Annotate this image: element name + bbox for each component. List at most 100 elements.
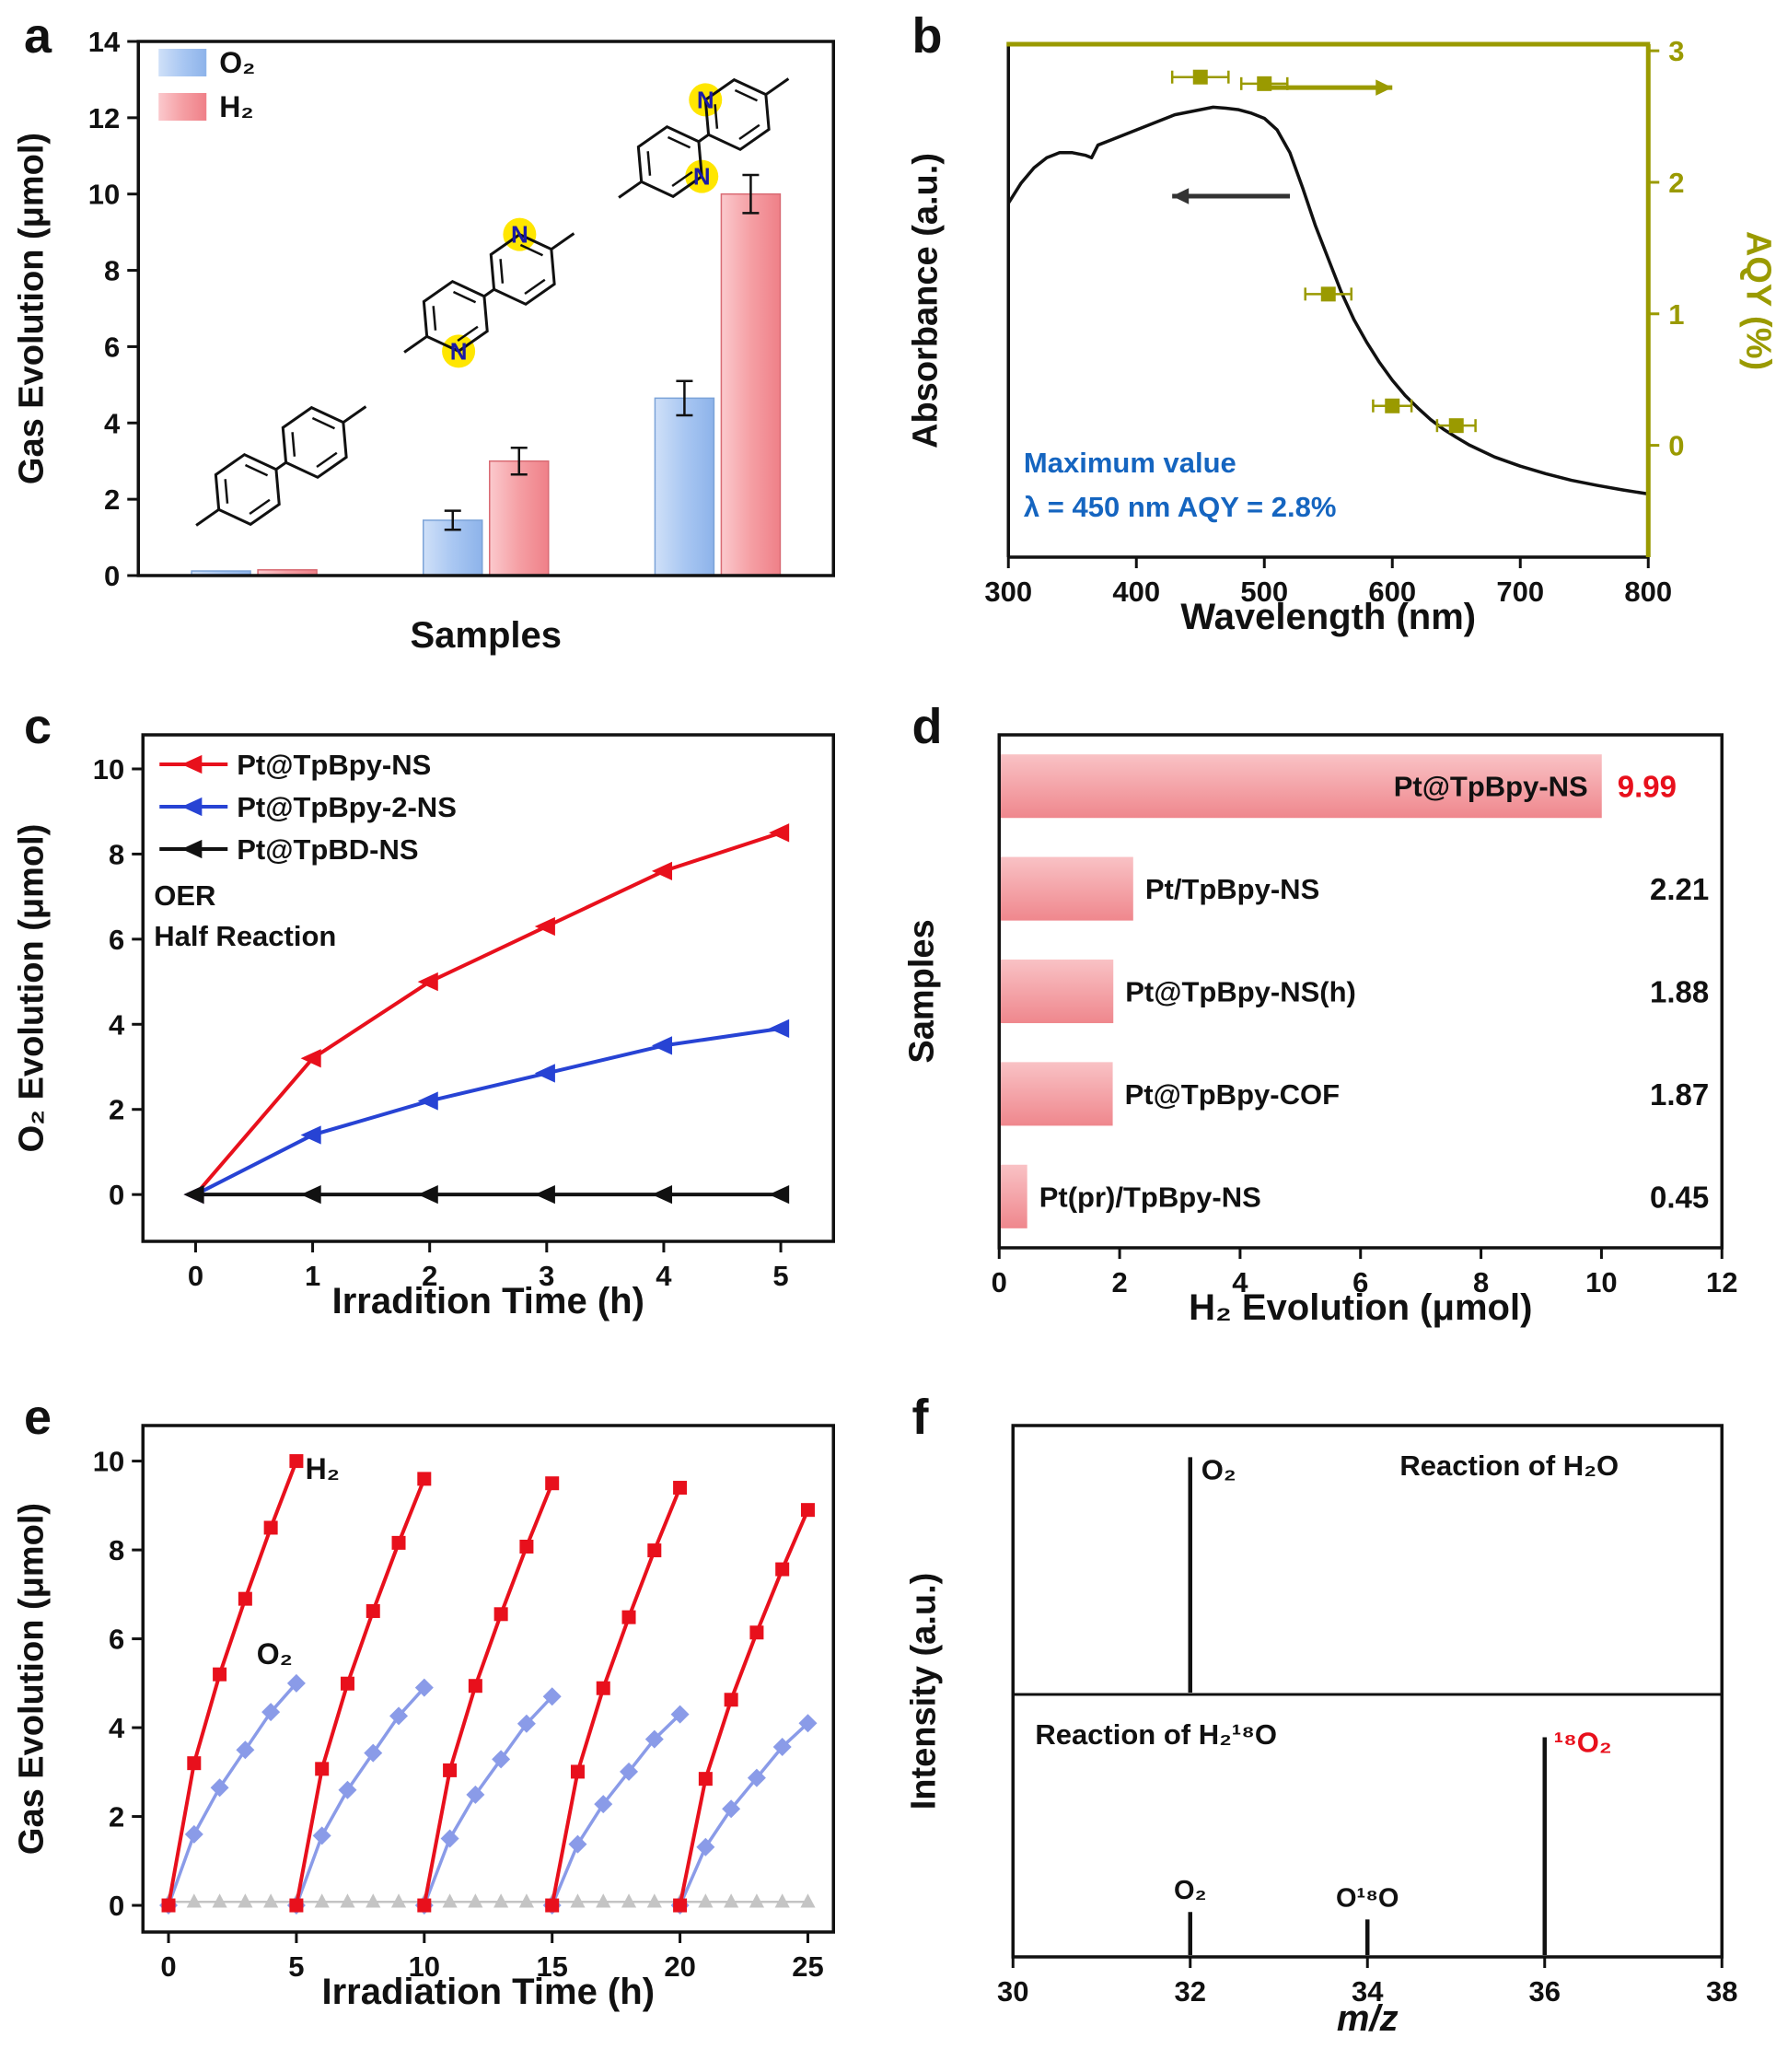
panel-b-chart: 300 400 500 600 700 800 0 1 2 3 Wavelength (nm) Abs… xyxy=(906,35,1776,637)
panel-a: a N N N N 0 2 4 6 8 10 12 14 Samples Gas Evolution (μ… xyxy=(0,0,888,691)
svg-text:500: 500 xyxy=(1240,576,1288,608)
svg-text:1.87: 1.87 xyxy=(1650,1077,1709,1112)
svg-text:8: 8 xyxy=(109,838,124,870)
svg-text:H₂: H₂ xyxy=(219,90,253,123)
svg-text:Pt@TpBD-NS: Pt@TpBD-NS xyxy=(237,833,418,866)
h2-series xyxy=(161,1454,815,1913)
svg-text:4: 4 xyxy=(109,1008,125,1041)
svg-text:AQY (%): AQY (%) xyxy=(1738,231,1776,370)
svg-text:Gas Evolution (μmol): Gas Evolution (μmol) xyxy=(12,1503,51,1855)
svg-text:0: 0 xyxy=(104,560,120,592)
panel-f-chart: 30 32 34 36 38 O₂ Reaction of H₂O O₂ O¹⁸O ¹⁸O₂ Rea… xyxy=(904,1424,1737,2039)
svg-text:O₂: O₂ xyxy=(257,1637,293,1670)
chemical-structures: N N N N xyxy=(195,77,790,527)
baseline-series xyxy=(160,1893,816,1908)
svg-text:λ = 450 nm AQY = 2.8%: λ = 450 nm AQY = 2.8% xyxy=(1023,491,1335,523)
svg-text:N: N xyxy=(697,86,714,113)
svg-text:Reaction of H₂O: Reaction of H₂O xyxy=(1399,1449,1619,1482)
panel-d-plot: Pt@TpBpy-NS 9.99 Pt/TpBpy-NS 2.21 Pt@TpBpy-N… xyxy=(902,733,1737,1328)
panel-a-chart: N N N N 0 2 4 6 8 10 12 14 Samples Gas Evolution (μmo… xyxy=(12,26,835,656)
panel-e-label: e xyxy=(24,1390,52,1445)
bars-O₂ xyxy=(191,379,715,576)
svg-text:400: 400 xyxy=(1112,576,1160,608)
svg-text:15: 15 xyxy=(536,1950,567,1983)
svg-text:2: 2 xyxy=(109,1094,124,1126)
svg-text:Gas Evolution (μmol): Gas Evolution (μmol) xyxy=(12,133,51,484)
svg-text:2: 2 xyxy=(109,1801,124,1833)
aqy-points xyxy=(1170,69,1477,434)
panel-f-label: f xyxy=(911,1390,929,1445)
svg-text:Wavelength (nm): Wavelength (nm) xyxy=(1180,597,1476,637)
svg-text:Pt@TpBpy-NS: Pt@TpBpy-NS xyxy=(237,749,431,781)
panel-c: c 0 1 2 3 4 5 0 2 4 6 8 10 Irradition Time (h) O₂ Evo… xyxy=(0,691,888,1381)
svg-text:Pt@TpBpy-NS(h): Pt@TpBpy-NS(h) xyxy=(1125,976,1356,1008)
svg-text:O¹⁸O: O¹⁸O xyxy=(1336,1883,1399,1913)
svg-text:20: 20 xyxy=(664,1950,695,1983)
svg-text:3: 3 xyxy=(1668,35,1684,67)
svg-text:Pt@TpBpy-2-NS: Pt@TpBpy-2-NS xyxy=(237,791,457,823)
svg-text:Samples: Samples xyxy=(410,615,562,656)
svg-text:Reaction of H₂¹⁸O: Reaction of H₂¹⁸O xyxy=(1035,1718,1277,1751)
svg-text:Intensity (a.u.): Intensity (a.u.) xyxy=(904,1573,943,1810)
svg-text:300: 300 xyxy=(984,576,1032,608)
bars-H₂ xyxy=(257,173,782,576)
svg-text:Irradiation Time (h): Irradiation Time (h) xyxy=(321,1972,655,2012)
svg-text:0: 0 xyxy=(1668,430,1684,462)
svg-text:5: 5 xyxy=(772,1260,788,1292)
svg-text:36: 36 xyxy=(1528,1975,1560,2008)
series-Pt@TpBpy-2-NS xyxy=(183,1019,790,1205)
svg-text:12: 12 xyxy=(1706,1266,1737,1298)
svg-text:O₂: O₂ xyxy=(1174,1876,1206,1905)
legend: Pt@TpBpy-NS Pt@TpBpy-2-NS Pt@TpBD-NS xyxy=(159,749,457,866)
svg-text:8: 8 xyxy=(1472,1266,1488,1298)
svg-text:14: 14 xyxy=(88,26,121,58)
panel-d-chart: Pt@TpBpy-NS 9.99 Pt/TpBpy-NS 2.21 Pt@TpBpy-N… xyxy=(902,733,1737,1328)
panel-e: e 0 5 10 15 20 25 0 2 4 6 8 10 Irradiation Time (h) G… xyxy=(0,1381,888,2072)
svg-text:38: 38 xyxy=(1706,1975,1737,2008)
o2-series xyxy=(159,1673,818,1915)
svg-text:2: 2 xyxy=(104,483,120,516)
panel-a-label: a xyxy=(24,8,52,64)
svg-text:2: 2 xyxy=(422,1260,437,1292)
svg-text:700: 700 xyxy=(1496,576,1544,608)
panel-c-chart: 0 1 2 3 4 5 0 2 4 6 8 10 Irradition Time (h) O₂ Evolu… xyxy=(12,733,835,1321)
legend: O₂ H₂ xyxy=(158,46,255,123)
svg-text:N: N xyxy=(511,221,528,249)
svg-text:6: 6 xyxy=(1352,1266,1368,1298)
svg-text:1: 1 xyxy=(1668,298,1684,331)
panel-c-plot: 0 1 2 3 4 5 0 2 4 6 8 10 Irradition Time (h) O₂ Evolu… xyxy=(12,733,835,1321)
svg-text:1: 1 xyxy=(305,1260,320,1292)
svg-text:3: 3 xyxy=(539,1260,554,1292)
svg-text:30: 30 xyxy=(997,1975,1028,2008)
svg-text:6: 6 xyxy=(109,924,124,956)
bottom-spectrum: O₂ O¹⁸O ¹⁸O₂ Reaction of H₂¹⁸O xyxy=(1035,1718,1611,1955)
panel-b-plot: 300 400 500 600 700 800 0 1 2 3 Wavelength (nm) Abs… xyxy=(906,35,1776,637)
bar-Pt@TpBpy-NS(h): Pt@TpBpy-NS(h) 1.88 xyxy=(999,959,1709,1024)
svg-text:1.88: 1.88 xyxy=(1650,975,1709,1009)
svg-text:10: 10 xyxy=(93,1446,124,1478)
bar-Pt@TpBpy-COF: Pt@TpBpy-COF 1.87 xyxy=(999,1062,1709,1126)
svg-text:2: 2 xyxy=(1111,1266,1127,1298)
svg-text:N: N xyxy=(693,163,711,191)
aqy-arrow xyxy=(1270,79,1392,96)
svg-text:600: 600 xyxy=(1368,576,1416,608)
top-spectrum: O₂ Reaction of H₂O xyxy=(1188,1449,1619,1693)
svg-text:O₂: O₂ xyxy=(219,46,255,79)
svg-text:9.99: 9.99 xyxy=(1617,770,1676,804)
svg-text:4: 4 xyxy=(109,1712,125,1744)
svg-text:12: 12 xyxy=(88,102,120,134)
svg-text:Half Reaction: Half Reaction xyxy=(154,920,336,952)
series-Pt@TpBD-NS xyxy=(183,1185,790,1205)
svg-text:8: 8 xyxy=(104,255,120,287)
svg-text:Absorbance (a.u.): Absorbance (a.u.) xyxy=(906,153,945,448)
svg-text:10: 10 xyxy=(88,179,120,211)
svg-text:Pt(pr)/TpBpy-NS: Pt(pr)/TpBpy-NS xyxy=(1039,1181,1260,1213)
series-Pt@TpBpy-NS xyxy=(183,823,790,1205)
svg-text:Pt@TpBpy-NS: Pt@TpBpy-NS xyxy=(1393,771,1587,803)
panel-a-plot: N N N N 0 2 4 6 8 10 12 14 Samples Gas Evolution (μmo… xyxy=(12,26,835,656)
svg-text:O₂ Evolution (μmol): O₂ Evolution (μmol) xyxy=(12,824,51,1153)
bar-Pt@TpBpy-NS: Pt@TpBpy-NS 9.99 xyxy=(999,754,1676,819)
svg-text:6: 6 xyxy=(109,1624,124,1656)
